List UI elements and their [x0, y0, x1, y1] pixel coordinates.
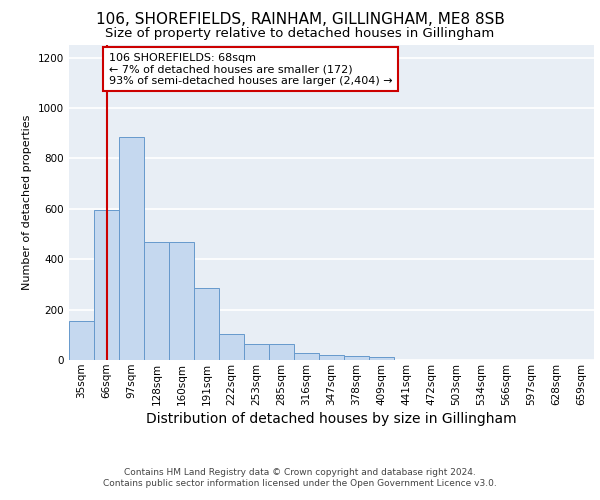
Bar	[319, 356, 344, 360]
Text: Size of property relative to detached houses in Gillingham: Size of property relative to detached ho…	[106, 28, 494, 40]
Bar	[94, 210, 119, 360]
Bar	[119, 137, 144, 360]
Bar	[269, 344, 294, 360]
Bar	[244, 344, 269, 360]
Text: 106, SHOREFIELDS, RAINHAM, GILLINGHAM, ME8 8SB: 106, SHOREFIELDS, RAINHAM, GILLINGHAM, M…	[95, 12, 505, 28]
Text: 106 SHOREFIELDS: 68sqm
← 7% of detached houses are smaller (172)
93% of semi-det: 106 SHOREFIELDS: 68sqm ← 7% of detached …	[109, 52, 392, 86]
Text: Contains HM Land Registry data © Crown copyright and database right 2024.
Contai: Contains HM Land Registry data © Crown c…	[103, 468, 497, 487]
Bar	[144, 242, 169, 360]
Y-axis label: Number of detached properties: Number of detached properties	[22, 115, 32, 290]
Bar	[194, 288, 219, 360]
Bar	[69, 321, 94, 360]
X-axis label: Distribution of detached houses by size in Gillingham: Distribution of detached houses by size …	[146, 412, 517, 426]
Bar	[294, 353, 319, 360]
Bar	[344, 356, 369, 360]
Bar	[169, 242, 194, 360]
Bar	[369, 357, 394, 360]
Bar	[219, 334, 244, 360]
